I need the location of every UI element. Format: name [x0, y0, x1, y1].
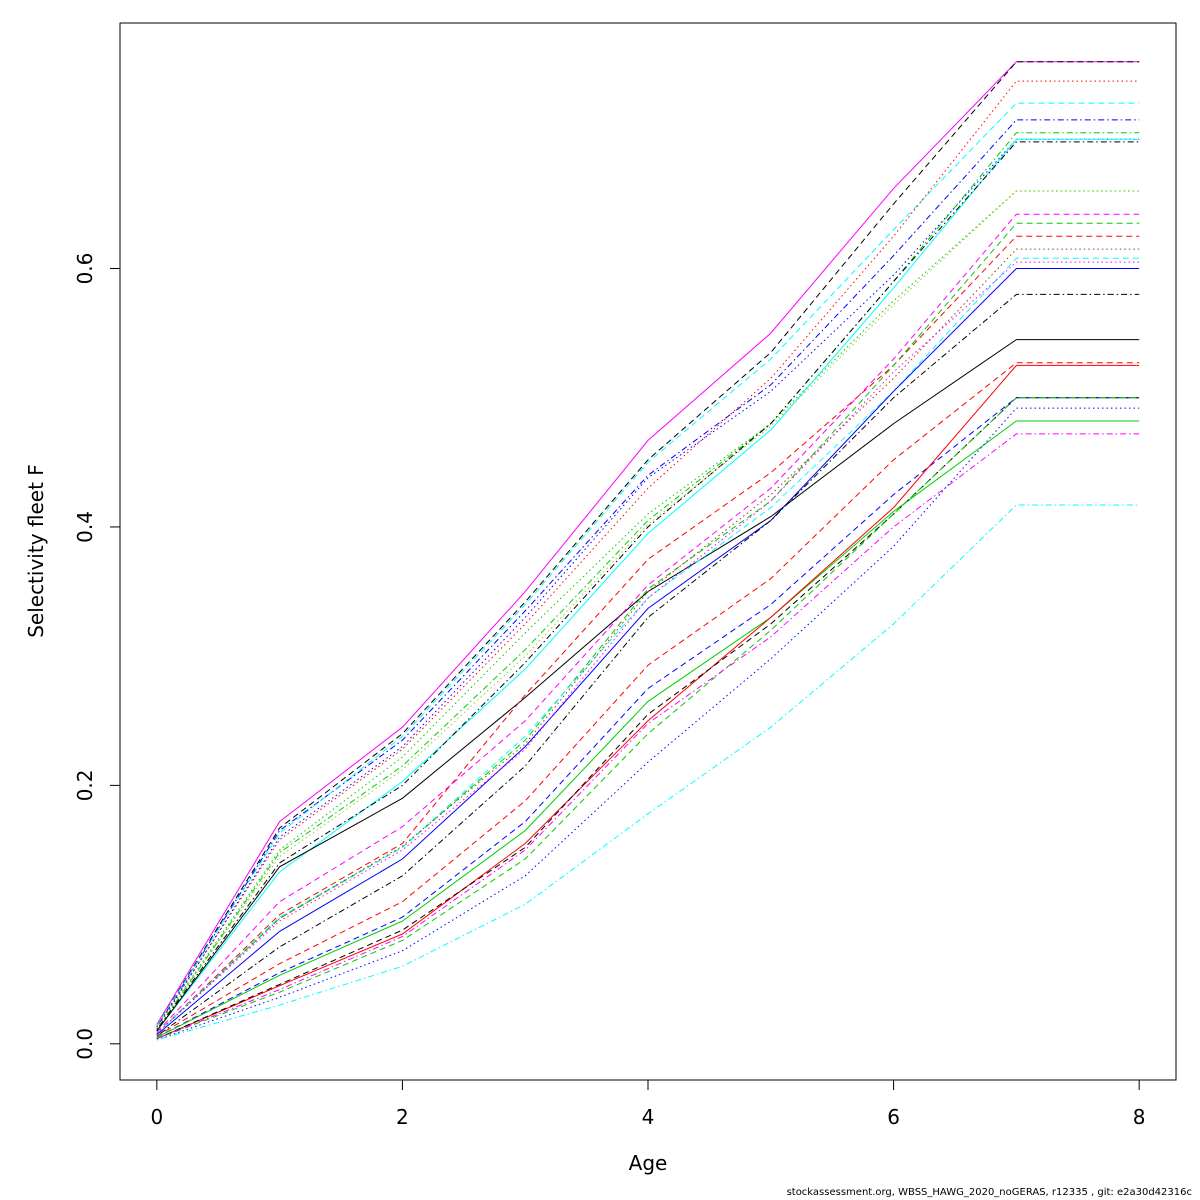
x-tick-label: 8 [1133, 1105, 1146, 1129]
series-line-1 [156, 61, 1140, 1025]
series-line-20 [156, 293, 1140, 1037]
y-axis-title: Selectivity fleet F [24, 464, 48, 638]
series-line-7 [156, 190, 1140, 1029]
series-line-11 [156, 339, 1140, 1032]
axis-layer: 0 2 4 6 8 0.0 0.2 0.4 0.6 [73, 253, 1146, 1129]
series-line-9 [156, 138, 1140, 1032]
series-line-6 [156, 138, 1140, 1029]
x-tick-label: 6 [887, 1105, 900, 1129]
series-line-4 [156, 102, 1140, 1026]
x-tick-label: 2 [396, 1105, 409, 1129]
footer-note: stockassessment.org, WBSS_HAWG_2020_noGE… [786, 1187, 1192, 1198]
y-tick-label: 0.2 [73, 769, 97, 801]
series-line-3 [156, 119, 1140, 1028]
series-line-19 [156, 261, 1140, 1034]
series-line-8 [156, 132, 1140, 1030]
series-layer [156, 61, 1140, 1041]
series-line-12 [156, 190, 1140, 1029]
series-line-28 [156, 407, 1140, 1041]
series-line-21 [156, 362, 1140, 1037]
series-line-24 [156, 364, 1140, 1040]
series-line-2 [156, 61, 1140, 1026]
series-line-13 [156, 235, 1140, 1034]
y-tick-label: 0.4 [73, 511, 97, 543]
series-line-22 [156, 397, 1140, 1038]
y-tick-label: 0.6 [73, 253, 97, 285]
series-line-25 [156, 397, 1140, 1040]
series-line-14 [156, 213, 1140, 1033]
x-axis-title: Age [629, 1151, 668, 1175]
series-line-29 [156, 504, 1140, 1041]
series-line-5 [156, 80, 1140, 1028]
series-line-27 [156, 433, 1140, 1040]
y-tick-label: 0.0 [73, 1028, 97, 1060]
series-line-26 [156, 397, 1140, 1040]
x-tick-label: 4 [642, 1105, 655, 1129]
series-line-10 [156, 141, 1140, 1030]
x-tick-label: 0 [150, 1105, 163, 1129]
series-line-17 [156, 248, 1140, 1034]
series-line-15 [156, 222, 1140, 1034]
series-line-18 [156, 268, 1140, 1036]
series-line-23 [156, 420, 1140, 1038]
plot-frame [119, 22, 1177, 1081]
